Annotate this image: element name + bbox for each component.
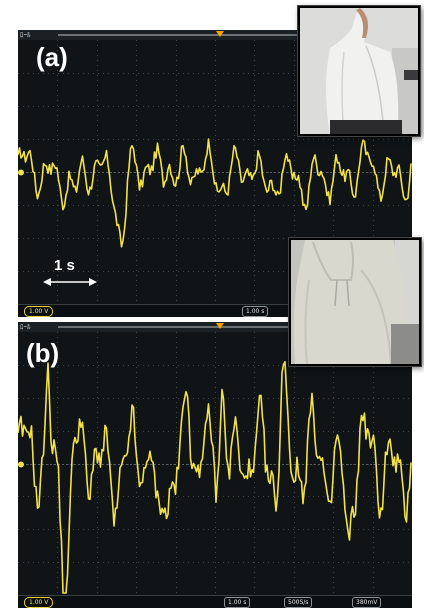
- timebase-readout: 1.00 s: [242, 306, 269, 317]
- roll-mode-text: ﾛｰﾙ: [20, 323, 31, 331]
- roll-mode-text: ﾛｰﾙ: [20, 31, 31, 39]
- waveform-display-a: [18, 40, 412, 304]
- sample-rate-readout: 500S/s: [284, 597, 313, 608]
- signal-trace: [18, 361, 412, 594]
- channel-scale-readout: 1.00 V: [24, 306, 54, 317]
- scope-top-bar: ﾛｰﾙ: [18, 322, 412, 332]
- photo-person-white-shirt-image: [300, 8, 418, 134]
- ground-marker-icon: [18, 169, 24, 176]
- waveform-display-b: [18, 332, 412, 595]
- panel-label-b: (b): [26, 338, 60, 368]
- signal-trace: [18, 138, 412, 248]
- memory-bar: [58, 326, 408, 328]
- scope-top-bar: ﾛｰﾙ: [18, 30, 412, 40]
- extra-readout: 380mV: [352, 597, 382, 608]
- oscilloscope-panel-b: ﾛｰﾙ 1.00 V 1.00 s 500S/s 380mV: [18, 322, 412, 608]
- trigger-marker-icon: [216, 31, 224, 37]
- time-scale-label: 1 s: [54, 257, 75, 274]
- timebase-readout: 1.00 s: [224, 597, 251, 608]
- ground-marker-icon: [18, 461, 24, 468]
- photo-person-white-shirt: [298, 6, 420, 136]
- channel-scale-readout: 1.00 V: [24, 597, 54, 608]
- double-headed-arrow-icon: [43, 278, 97, 286]
- status-bar-b: 1.00 V 1.00 s 500S/s 380mV: [18, 595, 412, 608]
- trigger-marker-icon: [216, 323, 224, 329]
- memory-bar: [58, 34, 408, 36]
- photo-person-hoodie-image: [291, 240, 419, 364]
- panel-label-a: (a): [36, 42, 68, 72]
- photo-person-hoodie: [289, 238, 421, 366]
